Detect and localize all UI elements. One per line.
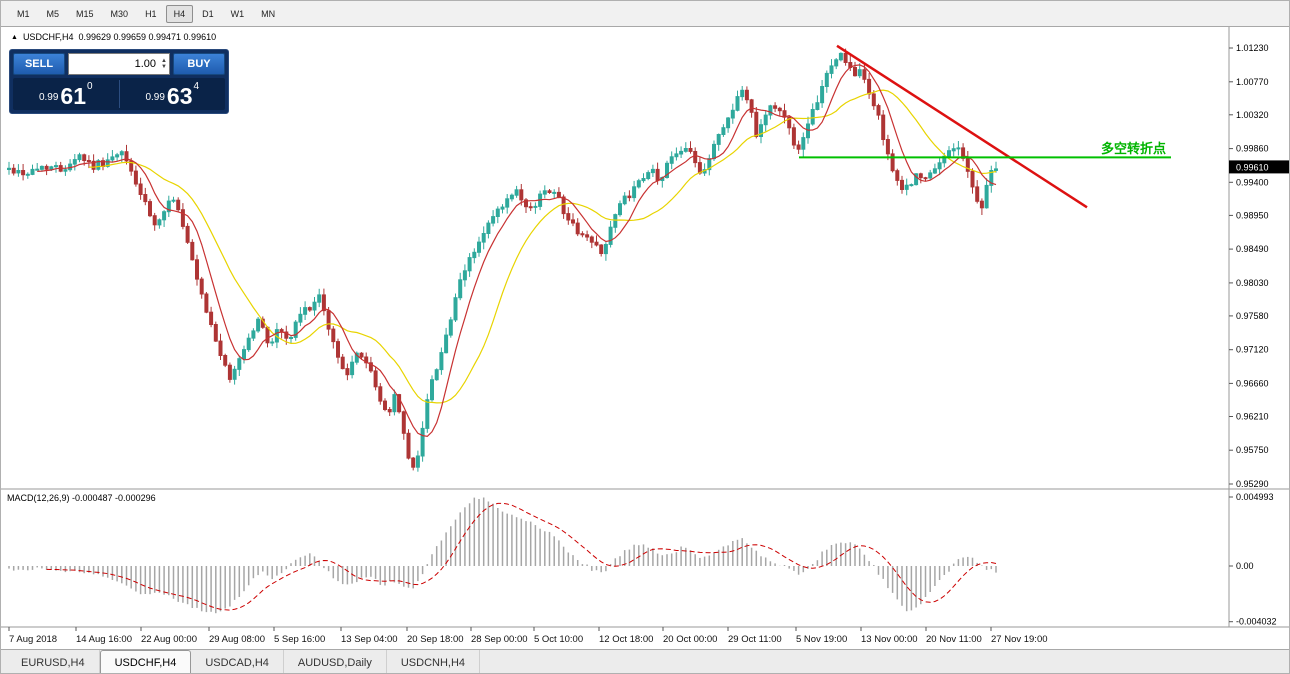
svg-text:0.98030: 0.98030 xyxy=(1236,278,1269,288)
svg-text:27 Nov 19:00: 27 Nov 19:00 xyxy=(991,634,1048,645)
chart-tab-usdchf-h4[interactable]: USDCHF,H4 xyxy=(99,650,192,673)
timeframe-button-h4[interactable]: H4 xyxy=(165,4,194,23)
ma-slow-line xyxy=(88,89,997,404)
time-axis[interactable]: 7 Aug 2018 14 Aug 16:00 22 Aug 00:00 29 Aug… xyxy=(8,627,1048,645)
timeframe-button-m1[interactable]: M1 xyxy=(9,5,38,23)
candles-layer xyxy=(7,48,998,472)
chart-symbol-header: ▲ USDCHF,H4 0.99629 0.99659 0.99471 0.99… xyxy=(11,32,216,42)
svg-text:1.00770: 1.00770 xyxy=(1236,77,1269,87)
symbol-timeframe-label: USDCHF,H4 xyxy=(22,32,74,42)
chart-tab-audusd-daily[interactable]: AUDUSD,Daily xyxy=(284,650,387,673)
svg-text:0.97580: 0.97580 xyxy=(1236,311,1269,321)
chart-tabs-bar: EURUSD,H4 USDCHF,H4 USDCAD,H4 AUDUSD,Daily U… xyxy=(1,649,1289,673)
svg-text:20 Nov 11:00: 20 Nov 11:00 xyxy=(926,634,982,645)
sell-price-pipette: 0 xyxy=(87,81,93,92)
svg-text:7 Aug 2018: 7 Aug 2018 xyxy=(9,634,57,645)
svg-text:5 Oct 10:00: 5 Oct 10:00 xyxy=(534,634,583,645)
buy-price-big-digits: 63 xyxy=(166,83,193,109)
timeframe-button-mn[interactable]: MN xyxy=(253,5,283,23)
svg-text:多空转折点: 多空转折点 xyxy=(1101,141,1166,156)
svg-text:1.00320: 1.00320 xyxy=(1236,110,1269,120)
timeframe-button-d1[interactable]: D1 xyxy=(194,5,222,23)
trade-panel-divider xyxy=(118,80,120,108)
buy-button[interactable]: BUY xyxy=(173,53,225,75)
svg-text:13 Nov 00:00: 13 Nov 00:00 xyxy=(861,634,918,645)
svg-text:20 Sep 18:00: 20 Sep 18:00 xyxy=(407,634,464,645)
svg-text:0.004993: 0.004993 xyxy=(1236,492,1274,502)
svg-text:0.98950: 0.98950 xyxy=(1236,210,1269,220)
volume-value: 1.00 xyxy=(134,58,157,70)
buy-price-prefix: 0.99 xyxy=(145,92,165,103)
chart-tab-eurusd-h4[interactable]: EURUSD,H4 xyxy=(7,650,100,673)
timeframe-button-h1[interactable]: H1 xyxy=(137,5,165,23)
svg-text:0.99400: 0.99400 xyxy=(1236,177,1269,187)
sell-button[interactable]: SELL xyxy=(13,53,65,75)
current-price-tag: 0.99610 xyxy=(1229,160,1289,174)
svg-text:0.00: 0.00 xyxy=(1236,561,1254,571)
svg-text:0.99610: 0.99610 xyxy=(1236,162,1269,172)
svg-text:5 Sep 16:00: 5 Sep 16:00 xyxy=(274,634,325,645)
buy-price-pipette: 4 xyxy=(193,81,200,92)
timeframe-button-m30[interactable]: M30 xyxy=(103,5,137,23)
svg-text:-0.004032: -0.004032 xyxy=(1236,617,1277,627)
spinner-down-icon[interactable]: ▼ xyxy=(161,64,167,70)
svg-text:1.01230: 1.01230 xyxy=(1236,43,1269,53)
svg-text:13 Sep 04:00: 13 Sep 04:00 xyxy=(341,634,398,645)
chart-tab-usdcnh-h4[interactable]: USDCNH,H4 xyxy=(387,650,481,673)
svg-text:12 Oct 18:00: 12 Oct 18:00 xyxy=(599,634,653,645)
macd-axis[interactable]: 0.004993 0.00 -0.004032 xyxy=(1229,492,1277,627)
svg-text:22 Aug 00:00: 22 Aug 00:00 xyxy=(141,634,197,645)
timeframe-button-m5[interactable]: M5 xyxy=(39,5,68,23)
sell-price-display[interactable]: 0.99 61 0 xyxy=(13,78,119,110)
sell-price-prefix: 0.99 xyxy=(38,92,59,103)
chart-tab-usdcad-h4[interactable]: USDCAD,H4 xyxy=(191,650,284,673)
volume-spinner[interactable]: ▲ ▼ xyxy=(161,58,167,70)
collapse-chart-icon[interactable]: ▲ xyxy=(11,33,18,41)
panel-separators xyxy=(1,27,1289,628)
one-click-trade-panel: SELL 1.00 ▲ ▼ BUY 0.99 61 0 0.99 63 4 xyxy=(9,49,229,114)
trendline-descending-resistance[interactable] xyxy=(836,44,1088,209)
svg-text:0.95750: 0.95750 xyxy=(1236,445,1269,455)
ohlc-values: 0.99629 0.99659 0.99471 0.99610 xyxy=(78,32,217,42)
price-chart-canvas[interactable]: 多空转折点1.012301.007701.003200.998600.99400… xyxy=(1,27,1290,649)
spinner-up-icon[interactable]: ▲ xyxy=(161,58,167,64)
buy-price-display[interactable]: 0.99 63 4 xyxy=(120,78,226,110)
svg-text:20 Oct 00:00: 20 Oct 00:00 xyxy=(663,634,717,645)
svg-text:5 Nov 19:00: 5 Nov 19:00 xyxy=(796,634,847,645)
svg-text:14 Aug 16:00: 14 Aug 16:00 xyxy=(76,634,132,645)
svg-text:0.97120: 0.97120 xyxy=(1236,345,1269,355)
sell-price-big-digits: 61 xyxy=(60,83,86,109)
svg-text:0.98490: 0.98490 xyxy=(1236,244,1269,254)
timeframe-button-m15[interactable]: M15 xyxy=(68,5,102,23)
timeframe-button-w1[interactable]: W1 xyxy=(223,5,253,23)
volume-input[interactable]: 1.00 ▲ ▼ xyxy=(68,53,170,75)
timeframe-toolbar: M1 M5 M15 M30 H1 H4 D1 W1 MN xyxy=(1,1,1289,27)
annotation-text[interactable]: 多空转折点 xyxy=(1101,141,1166,156)
macd-signal-line xyxy=(46,502,997,611)
price-axis[interactable]: 1.01230 1.00770 1.00320 0.99860 0.99400 0.989… xyxy=(1229,43,1269,489)
svg-text:0.99860: 0.99860 xyxy=(1236,144,1269,154)
svg-text:29 Aug 08:00: 29 Aug 08:00 xyxy=(209,634,265,645)
svg-text:0.96660: 0.96660 xyxy=(1236,378,1269,388)
svg-text:28 Sep 00:00: 28 Sep 00:00 xyxy=(471,634,528,645)
svg-text:0.95290: 0.95290 xyxy=(1236,479,1269,489)
macd-histogram xyxy=(8,497,997,614)
chart-area: 多空转折点 1.01230 1.00770 1.00320 0.99860 0.99400… xyxy=(1,27,1290,649)
svg-text:0.96210: 0.96210 xyxy=(1236,412,1269,422)
ma-fast-line xyxy=(37,64,997,438)
macd-indicator-label: MACD(12,26,9) -0.000487 -0.000296 xyxy=(7,493,156,503)
svg-text:29 Oct 11:00: 29 Oct 11:00 xyxy=(728,634,782,645)
